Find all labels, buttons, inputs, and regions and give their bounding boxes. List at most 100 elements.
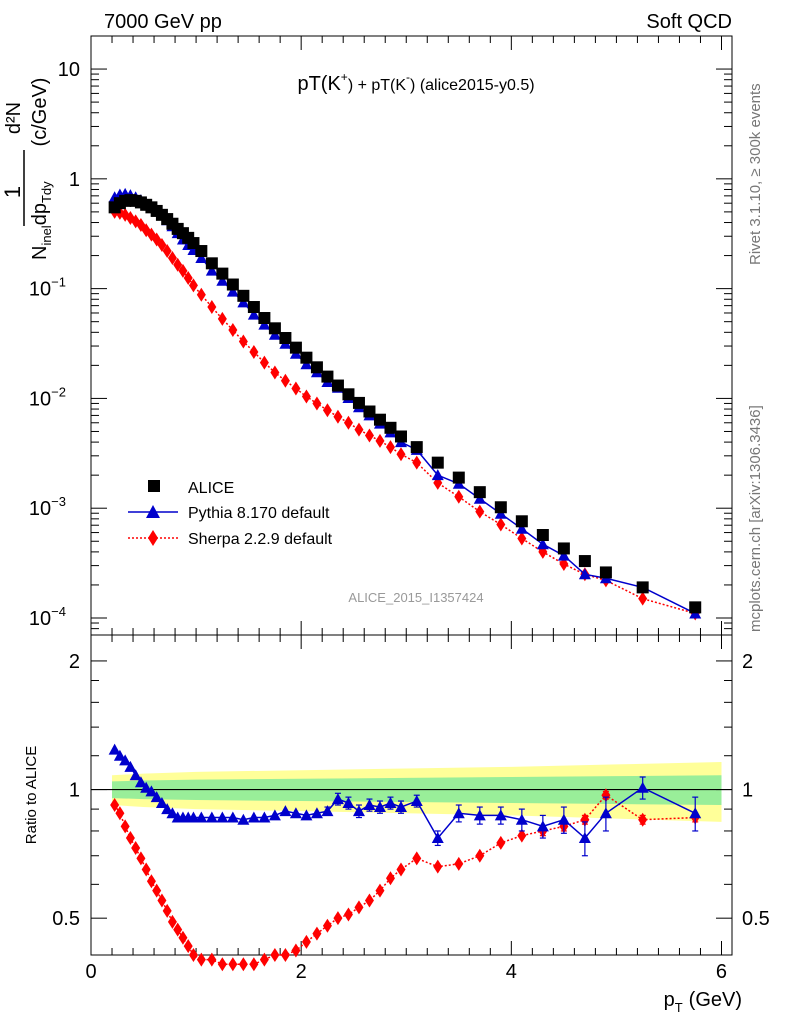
main-point-0-42 [536, 529, 549, 542]
ratio-point-0-4 [129, 769, 142, 781]
ratio-point-0-8 [150, 791, 163, 803]
main-point-2-15 [188, 278, 198, 293]
main-y-tick-label-0: 10 [58, 59, 80, 81]
ratio-point-1-21 [249, 957, 259, 972]
main-point-0-44 [578, 555, 591, 568]
ratio-point-0-1 [113, 749, 126, 761]
main-point-0-46 [636, 581, 649, 594]
ratio-point-0-35 [394, 801, 407, 813]
main-point-2-27 [312, 396, 322, 411]
main-point-2-33 [375, 433, 385, 448]
main-point-0-39 [473, 486, 486, 499]
main-point-2-25 [291, 381, 301, 396]
ratio-point-0-38 [452, 807, 465, 819]
ratio-point-1-4 [131, 840, 141, 855]
ratio-point-0-42 [536, 820, 549, 832]
ratio-uncertainty-bands [91, 762, 732, 822]
x-tick-label-3: 6 [716, 961, 727, 983]
ratio-panel-frame [90, 634, 733, 956]
main-point-2-10 [162, 244, 172, 259]
main-point-0-26 [300, 351, 313, 364]
ratio-y-axis-label: Ratio to ALICE [23, 746, 40, 844]
x-tick-label-1: 2 [296, 961, 307, 983]
main-point-2-22 [259, 355, 269, 370]
main-point-0-17 [205, 257, 218, 270]
main-point-0-40 [494, 501, 507, 514]
legend-label-sherpa: Sherpa 2.2.9 default [188, 531, 333, 548]
main-point-0-47 [689, 601, 702, 614]
main-point-2-29 [333, 409, 343, 424]
ratio-y-tick-label-2: 0.5 [52, 908, 80, 930]
legend-label-pythia: Pythia 8.170 default [188, 505, 330, 522]
ratio-point-1-44 [580, 812, 590, 827]
main-point-2-11 [167, 251, 177, 266]
ratio-point-0-34 [384, 797, 397, 809]
ratio-point-0-26 [300, 809, 313, 821]
main-point-0-38 [452, 471, 465, 484]
ratio-point-0-0 [108, 743, 121, 755]
main-point-1-43 [557, 549, 570, 561]
ratio-point-1-11 [167, 914, 177, 929]
ratio-point-1-9 [157, 893, 167, 908]
main-point-2-20 [238, 334, 248, 349]
main-point-2-13 [178, 263, 188, 278]
rivet-label: Rivet 3.1.10, ≥ 300k events [747, 83, 764, 265]
ratio-y-tick-label-right-2: 0.5 [742, 908, 770, 930]
ratio-point-0-25 [289, 807, 302, 819]
ratio-point-0-21 [247, 811, 260, 823]
main-point-0-36 [410, 441, 423, 454]
ratio-point-0-9 [155, 797, 168, 809]
ratio-point-0-10 [161, 803, 174, 815]
ratio-point-0-11 [166, 807, 179, 819]
svg-text:d²N: d²N [3, 102, 25, 134]
ratio-point-0-3 [124, 760, 137, 772]
main-y-tick-label-5: 10−4 [29, 604, 66, 630]
ratio-point-0-15 [187, 811, 200, 823]
main-point-2-19 [228, 322, 238, 337]
main-point-0-37 [431, 456, 444, 469]
ratio-point-0-32 [363, 799, 376, 811]
ratio-point-0-31 [352, 805, 365, 817]
main-point-2-38 [454, 489, 464, 504]
ratio-point-0-22 [258, 811, 271, 823]
main-point-0-20 [237, 289, 250, 302]
ratio-y-tick-label-right-0: 2 [742, 651, 753, 673]
main-point-2-9 [157, 237, 167, 252]
main-point-2-28 [322, 403, 332, 418]
x-tick-label-2: 4 [506, 961, 517, 983]
ratio-point-0-24 [279, 805, 292, 817]
ratio-y-tick-label-right-1: 1 [742, 780, 753, 802]
svg-text:NineldpTdy: NineldpTdy [29, 181, 54, 260]
ratio-point-0-43 [557, 813, 570, 825]
main-point-0-33 [373, 413, 386, 426]
ratio-point-1-39 [475, 848, 485, 863]
ratio-point-0-45 [599, 807, 612, 819]
main-point-0-31 [352, 396, 365, 409]
main-series-line-2 [114, 211, 696, 615]
ratio-point-1-5 [136, 851, 146, 866]
ratio-point-0-18 [216, 811, 229, 823]
main-point-0-28 [321, 370, 334, 383]
main-point-1-17 [205, 264, 218, 276]
legend-label-alice: ALICE [188, 480, 234, 497]
ratio-point-0-17 [205, 811, 218, 823]
ratio-point-1-28 [322, 918, 332, 933]
ratio-point-0-39 [473, 809, 486, 821]
ratio-point-1-40 [496, 835, 506, 850]
main-point-1-42 [536, 538, 549, 550]
main-point-2-36 [412, 455, 422, 470]
ratio-point-0-33 [373, 801, 386, 813]
main-point-0-24 [279, 332, 292, 345]
main-point-2-32 [364, 428, 374, 443]
ratio-y-tick-label-1: 1 [69, 780, 80, 802]
ratio-point-0-20 [237, 813, 250, 825]
main-point-2-24 [280, 373, 290, 388]
ratio-point-1-32 [364, 893, 374, 908]
plot-title: pT(K+) + pT(K-) (alice2015-y0.5) [297, 70, 534, 95]
ratio-point-0-7 [145, 785, 158, 797]
ratio-point-1-31 [354, 900, 364, 915]
main-point-1-22 [258, 318, 271, 330]
ratio-point-1-46 [638, 812, 648, 827]
main-point-2-14 [183, 270, 193, 285]
